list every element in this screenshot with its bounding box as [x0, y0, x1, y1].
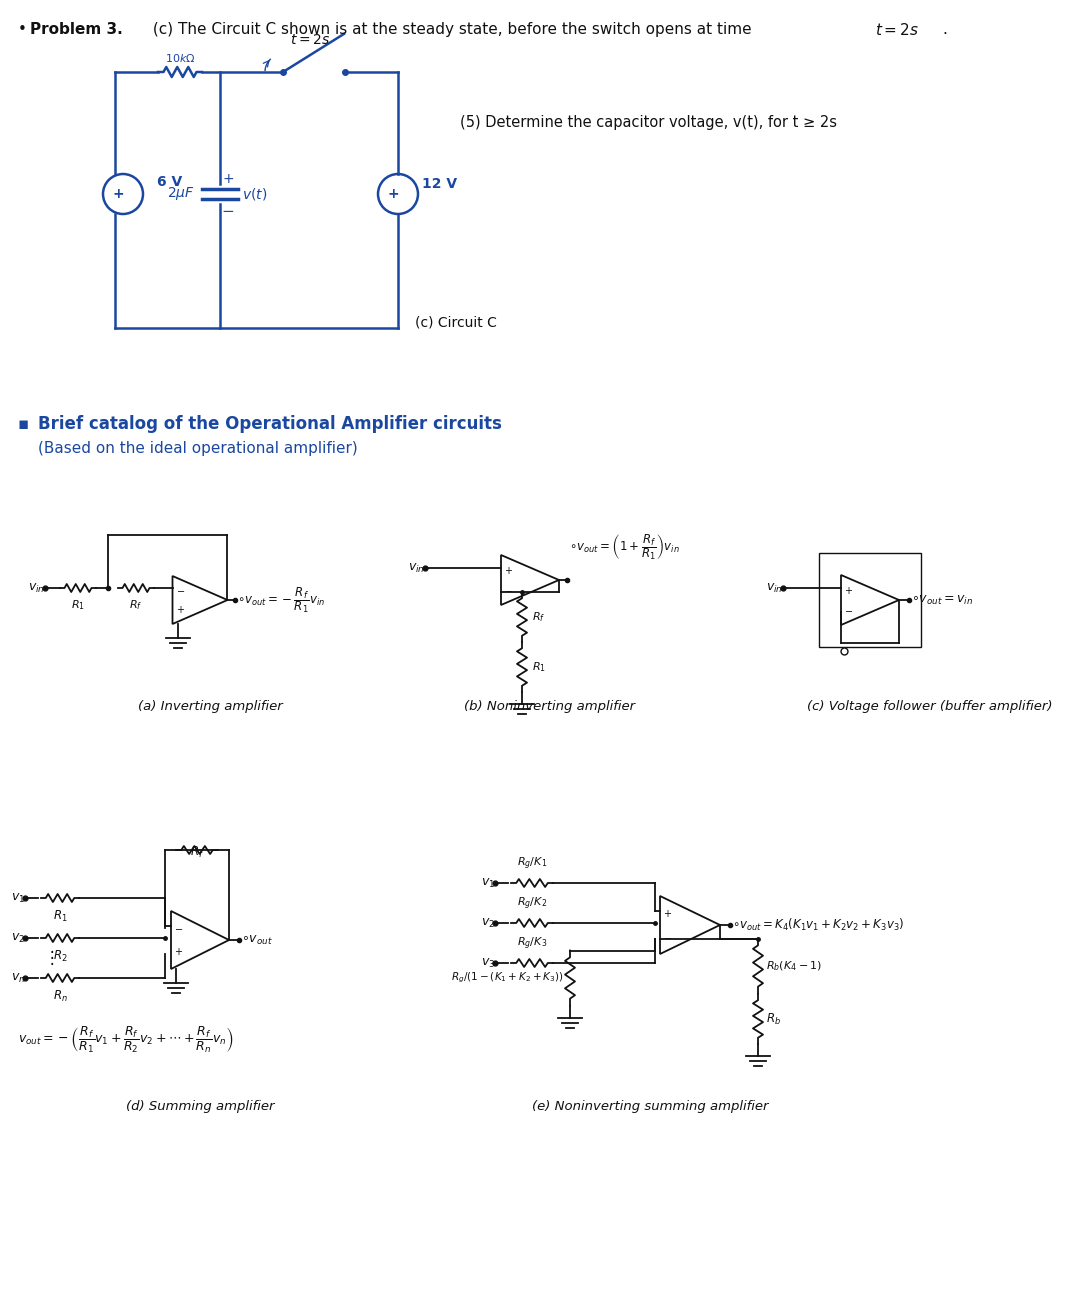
Text: $R_1$: $R_1$: [71, 598, 85, 612]
Text: $-$: $-$: [504, 585, 514, 596]
Text: $-$: $-$: [663, 932, 673, 942]
Text: $v_{in}$: $v_{in}$: [766, 581, 783, 594]
Text: +: +: [112, 187, 124, 202]
Text: Problem 3.: Problem 3.: [30, 22, 123, 37]
Text: $v_{in}$: $v_{in}$: [28, 581, 45, 594]
Text: (e) Noninverting summing amplifier: (e) Noninverting summing amplifier: [531, 1099, 768, 1112]
Text: $R_g/(1-(K_1+K_2+K_3))$: $R_g/(1-(K_1+K_2+K_3))$: [451, 970, 564, 986]
Text: $10k\Omega$: $10k\Omega$: [164, 52, 195, 65]
Text: (d) Summing amplifier: (d) Summing amplifier: [125, 1099, 274, 1112]
Text: $R_2$: $R_2$: [53, 950, 67, 964]
Text: $t = 2s$: $t = 2s$: [875, 22, 919, 37]
Text: $R_g/K_3$: $R_g/K_3$: [517, 935, 548, 952]
Text: $R_1$: $R_1$: [532, 660, 546, 674]
Text: 12 V: 12 V: [422, 177, 457, 191]
Text: $+$: $+$: [176, 605, 185, 615]
Text: (c) Voltage follower (buffer amplifier): (c) Voltage follower (buffer amplifier): [807, 700, 1053, 713]
Text: $\circ v_{out} = v_{in}$: $\circ v_{out} = v_{in}$: [912, 593, 973, 606]
Text: .: .: [942, 22, 947, 37]
Text: $+$: $+$: [663, 908, 673, 919]
Text: ▪: ▪: [18, 415, 35, 433]
Text: 6 V: 6 V: [157, 174, 183, 189]
Text: ⋮: ⋮: [43, 950, 60, 966]
Text: $v_1$: $v_1$: [11, 891, 25, 904]
Text: $t = 2s$: $t = 2s$: [289, 34, 330, 47]
Text: (a) Inverting amplifier: (a) Inverting amplifier: [137, 700, 282, 713]
Text: (5) Determine the capacitor voltage, v(t), for t ≥ 2s: (5) Determine the capacitor voltage, v(t…: [460, 115, 837, 130]
Text: $v_1$: $v_1$: [481, 876, 495, 890]
Text: $v_3$: $v_3$: [481, 956, 495, 969]
Text: $-$: $-$: [175, 924, 184, 933]
Text: $\circ v_{out}$: $\circ v_{out}$: [241, 933, 273, 947]
Bar: [819, 553, 921, 647]
Text: $v_{in}$: $v_{in}$: [408, 562, 426, 575]
Text: $\circ v_{out} = \left(1 + \dfrac{R_f}{R_1}\right)v_{in}$: $\circ v_{out} = \left(1 + \dfrac{R_f}{R…: [569, 532, 679, 562]
Text: $+$: $+$: [504, 565, 513, 575]
Text: $v(t)$: $v(t)$: [242, 186, 267, 202]
Text: $R_g/K_1$: $R_g/K_1$: [517, 855, 548, 872]
Text: (c) Circuit C: (c) Circuit C: [415, 315, 497, 329]
Text: $2\mu F$: $2\mu F$: [167, 186, 195, 203]
Text: $v_2$: $v_2$: [11, 932, 25, 944]
Text: Brief catalog of the Operational Amplifier circuits: Brief catalog of the Operational Amplifi…: [38, 415, 502, 433]
Text: $R_b$: $R_b$: [766, 1012, 781, 1027]
Text: +: +: [388, 187, 399, 202]
Text: $v_{out} = -\left(\dfrac{R_f}{R_1}v_1 + \dfrac{R_f}{R_2}v_2 + \cdots + \dfrac{R_: $v_{out} = -\left(\dfrac{R_f}{R_1}v_1 + …: [18, 1025, 233, 1056]
Text: (Based on the ideal operational amplifier): (Based on the ideal operational amplifie…: [38, 441, 357, 456]
Text: $R_f$: $R_f$: [130, 598, 143, 612]
Text: $R_f$: $R_f$: [532, 610, 545, 624]
Text: +: +: [222, 172, 233, 186]
Text: $R_f$: $R_f$: [190, 845, 204, 860]
Text: (b) Noninverting amplifier: (b) Noninverting amplifier: [464, 700, 635, 713]
Text: •: •: [18, 22, 31, 37]
Text: $\circ v_{out} = K_4(K_1v_1 + K_2v_2 + K_3v_3)$: $\circ v_{out} = K_4(K_1v_1 + K_2v_2 + K…: [732, 917, 904, 933]
Text: $R_n$: $R_n$: [53, 988, 67, 1004]
Text: $-$: $-$: [845, 605, 853, 615]
Text: $+$: $+$: [175, 946, 184, 957]
Text: $R_1$: $R_1$: [53, 910, 67, 924]
Text: $R_g/K_2$: $R_g/K_2$: [517, 895, 548, 912]
Text: $\circ v_{out} = -\dfrac{R_f}{R_1} v_{in}$: $\circ v_{out} = -\dfrac{R_f}{R_1} v_{in…: [237, 585, 325, 615]
Text: $+$: $+$: [845, 584, 853, 596]
Text: $R_b(K_4-1)$: $R_b(K_4-1)$: [766, 959, 822, 973]
Text: $-$: $-$: [176, 585, 185, 596]
Text: (c) The Circuit C shown is at the steady state, before the switch opens at time: (c) The Circuit C shown is at the steady…: [148, 22, 756, 37]
Text: $v_n$: $v_n$: [11, 972, 25, 985]
Text: −: −: [221, 204, 234, 220]
Text: $v_2$: $v_2$: [481, 916, 495, 929]
